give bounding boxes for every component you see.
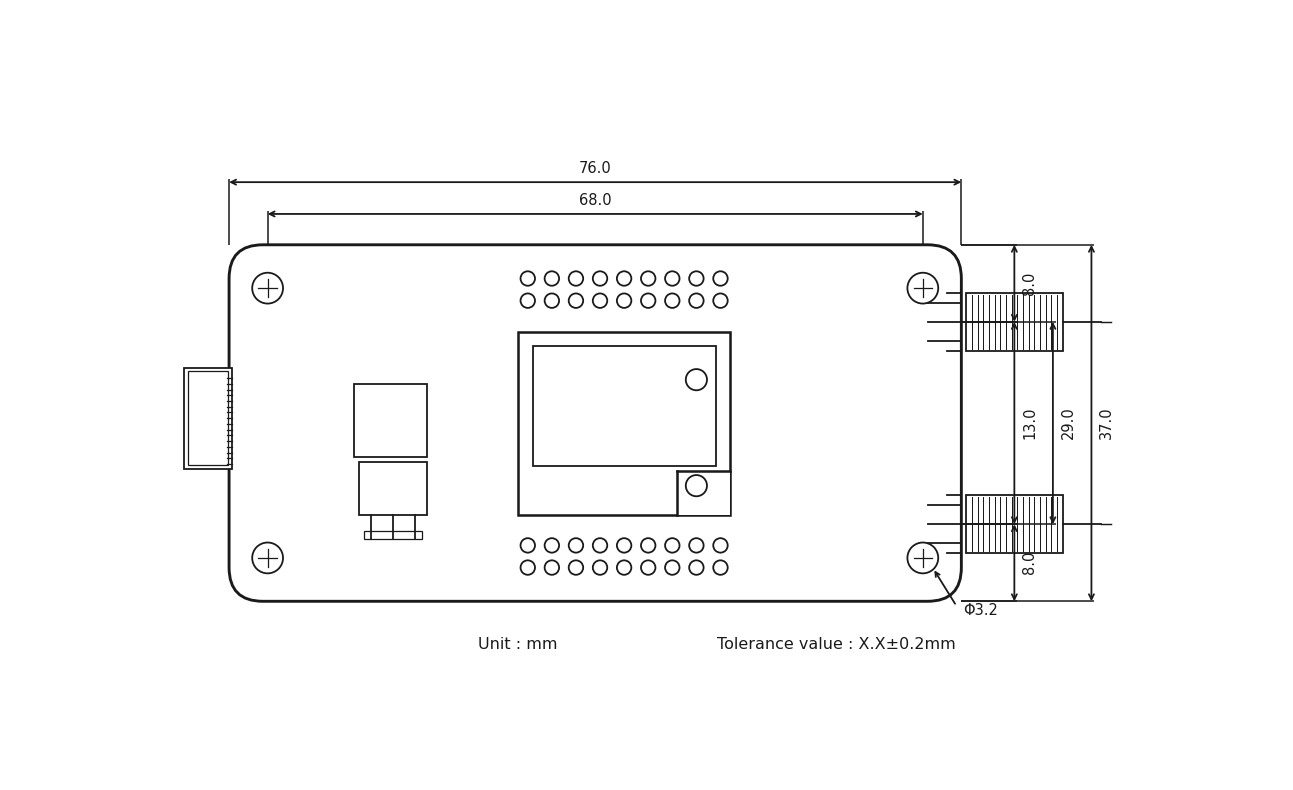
Text: Unit : mm: Unit : mm bbox=[478, 638, 557, 653]
Bar bbox=[518, 332, 731, 514]
Bar bbox=[354, 385, 427, 457]
Bar bbox=[966, 293, 1063, 351]
Text: 8.0: 8.0 bbox=[1021, 272, 1037, 295]
Text: 8.0: 8.0 bbox=[1021, 551, 1037, 574]
Bar bbox=[359, 461, 427, 514]
Bar bbox=[966, 495, 1063, 553]
Text: 37.0: 37.0 bbox=[1099, 407, 1115, 439]
Bar bbox=[184, 367, 231, 468]
Bar bbox=[187, 371, 228, 465]
Text: 76.0: 76.0 bbox=[579, 161, 612, 176]
Text: 68.0: 68.0 bbox=[579, 194, 612, 209]
Text: Tolerance value : X.X±0.2mm: Tolerance value : X.X±0.2mm bbox=[716, 638, 956, 653]
Text: Φ3.2: Φ3.2 bbox=[963, 604, 998, 619]
Bar bbox=[363, 531, 422, 539]
Text: 29.0: 29.0 bbox=[1060, 407, 1076, 439]
Text: 13.0: 13.0 bbox=[1021, 407, 1037, 439]
FancyBboxPatch shape bbox=[229, 245, 962, 601]
Bar bbox=[533, 346, 715, 466]
Bar bbox=[678, 471, 731, 514]
